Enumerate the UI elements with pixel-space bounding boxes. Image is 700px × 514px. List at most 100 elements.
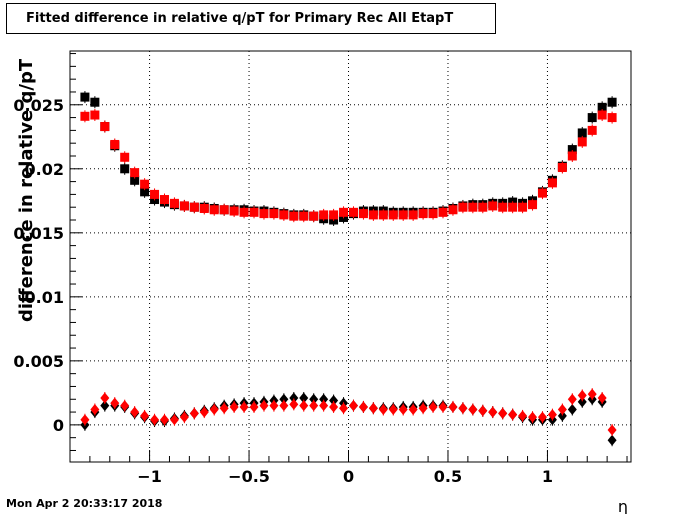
data-point — [597, 102, 607, 112]
data-point — [358, 209, 368, 219]
data-point — [229, 206, 239, 216]
data-point — [567, 393, 577, 405]
data-point — [309, 400, 319, 412]
data-point — [537, 411, 547, 423]
data-point — [468, 404, 478, 416]
data-point — [607, 113, 617, 123]
data-point — [358, 401, 368, 413]
data-point — [209, 205, 219, 215]
data-point — [140, 179, 150, 189]
data-point — [80, 92, 90, 102]
data-point — [547, 178, 557, 188]
data-point — [249, 207, 259, 217]
data-point — [239, 401, 249, 413]
data-point — [448, 205, 458, 215]
data-point — [567, 151, 577, 161]
timestamp: Mon Apr 2 20:33:17 2018 — [6, 497, 163, 510]
data-point — [299, 392, 309, 404]
data-point — [577, 396, 587, 408]
data-point — [140, 410, 150, 422]
data-point — [408, 210, 418, 220]
data-point — [378, 210, 388, 220]
data-point — [219, 205, 229, 215]
data-point — [528, 200, 538, 210]
data-point — [587, 113, 597, 123]
data-point — [100, 122, 110, 132]
x-tick-label: −1 — [137, 467, 162, 486]
data-point — [597, 392, 607, 404]
data-point — [209, 404, 219, 416]
data-point — [299, 211, 309, 221]
y-tick-label: 0.02 — [25, 160, 64, 179]
data-point — [199, 406, 209, 418]
data-point — [339, 402, 349, 414]
data-point — [130, 175, 140, 185]
chart-title: Fitted difference in relative q/pT for P… — [6, 3, 496, 34]
data-point — [249, 401, 259, 413]
data-point — [179, 201, 189, 211]
data-point — [567, 145, 577, 155]
data-point — [120, 400, 130, 412]
data-point — [567, 404, 577, 416]
y-tick-label: 0.005 — [13, 352, 64, 371]
y-tick-label: 0.01 — [25, 288, 64, 307]
data-point — [239, 207, 249, 217]
y-tick-label: 0 — [53, 416, 64, 435]
data-point — [279, 210, 289, 220]
data-point — [518, 410, 528, 422]
data-point — [597, 110, 607, 120]
grid-lines — [70, 51, 631, 462]
y-tick-label: 0.015 — [13, 224, 64, 243]
data-point — [159, 195, 169, 205]
data-point — [398, 210, 408, 220]
data-point — [150, 189, 160, 199]
data-point — [90, 404, 100, 416]
data-point — [100, 400, 110, 412]
data-point — [607, 434, 617, 446]
data-point — [448, 401, 458, 413]
data-point — [607, 424, 617, 436]
data-point — [269, 209, 279, 219]
data-point — [299, 400, 309, 412]
data-point — [398, 404, 408, 416]
data-point — [150, 414, 160, 426]
data-point — [518, 202, 528, 212]
x-tick-label: 0 — [343, 467, 354, 486]
data-point — [140, 187, 150, 197]
data-point — [587, 388, 597, 400]
plot-frame — [69, 50, 632, 463]
data-point — [120, 164, 130, 174]
data-point — [458, 202, 468, 212]
data-point — [557, 163, 567, 173]
data-point — [90, 110, 100, 120]
x-tick-label: 0.5 — [434, 467, 462, 486]
data-point — [279, 400, 289, 412]
data-point — [528, 411, 538, 423]
data-point — [378, 404, 388, 416]
x-axis-label: η — [618, 497, 628, 514]
data-point — [329, 401, 339, 413]
data-point — [80, 414, 90, 426]
data-point — [438, 401, 448, 413]
data-point — [319, 210, 329, 220]
data-point — [319, 393, 329, 405]
data-point — [159, 414, 169, 426]
data-point — [428, 209, 438, 219]
data-point — [577, 389, 587, 401]
data-point — [488, 406, 498, 418]
data-point — [120, 152, 130, 162]
data-point — [130, 168, 140, 178]
data-point — [418, 209, 428, 219]
data-point — [169, 414, 179, 426]
data-point — [547, 409, 557, 421]
data-point — [577, 137, 587, 147]
data-point — [607, 97, 617, 107]
data-point — [110, 139, 120, 149]
data-point — [557, 410, 567, 422]
data-point — [289, 211, 299, 221]
data-point — [100, 392, 110, 404]
data-series — [80, 91, 617, 447]
data-point — [309, 393, 319, 405]
data-point — [428, 401, 438, 413]
